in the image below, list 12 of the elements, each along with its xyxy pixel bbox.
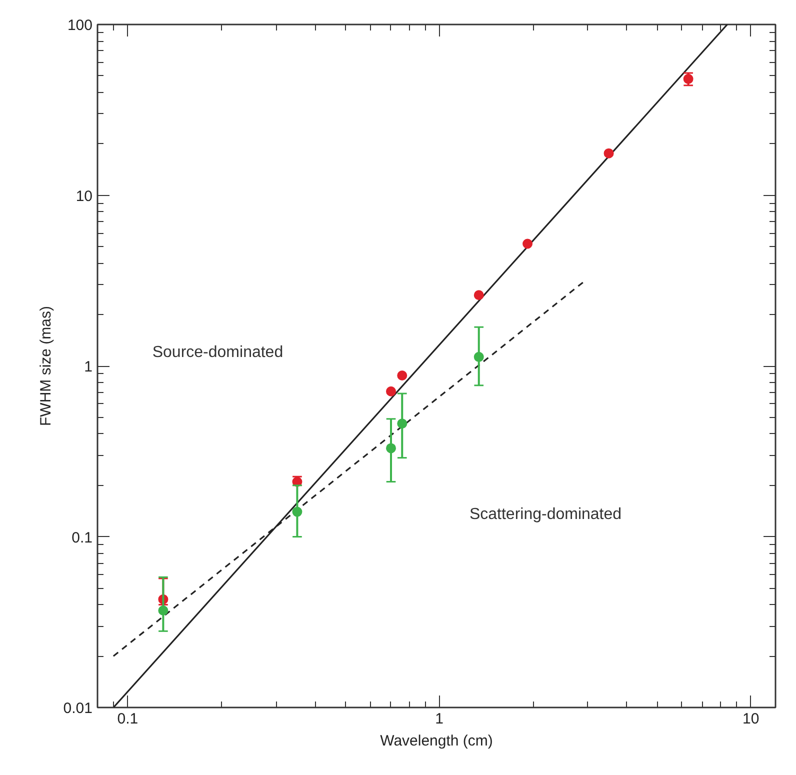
y-tick-label: 0.1 [72,529,93,546]
y-axis-title: FWHM size (mas) [37,306,54,426]
y-tick-label: 0.01 [63,700,93,717]
y-tick-label: 100 [67,17,93,34]
annotation: Scattering-dominated [469,506,622,523]
y-tick-label: 1 [84,358,92,376]
x-tick-label: 10 [742,710,760,728]
annotation: Source-dominated [152,344,284,361]
y-tick-label: 10 [76,188,93,205]
x-axis-title: Wavelength (cm) [380,732,493,750]
x-tick-label: 0.1 [117,710,138,728]
x-tick-label: 1 [435,710,444,728]
